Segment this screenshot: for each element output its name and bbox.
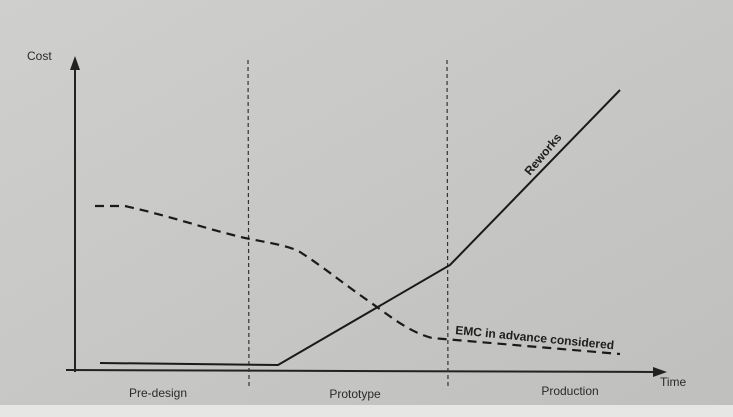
x-axis [65,369,657,373]
bottom-strip [0,405,733,417]
phase-divider [247,59,250,387]
y-axis-label: Cost [27,49,52,63]
emc-curve [95,204,621,356]
phase-divider [446,59,449,389]
y-axis-arrow [70,56,80,70]
phase-label: Pre-design [129,386,187,400]
x-axis-arrow [653,367,667,377]
x-axis-label: Time [660,375,687,389]
reworks-curve [99,89,621,367]
phase-label: Production [541,384,598,398]
phase-label: Prototype [329,387,381,401]
